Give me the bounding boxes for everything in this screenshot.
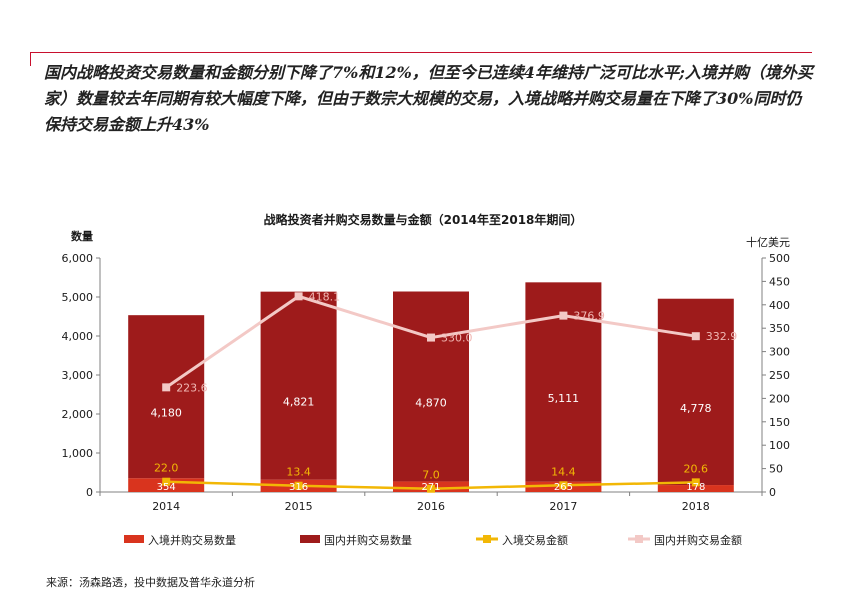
y-axis-right-label: 十亿美元: [746, 235, 790, 249]
legend-swatch: [300, 535, 320, 543]
line-marker: [691, 332, 700, 341]
lines-group: [162, 292, 700, 493]
data-label-inbound-value: 14.4: [551, 465, 576, 478]
line-marker: [559, 311, 568, 320]
data-label-inbound-value: 20.6: [684, 462, 709, 475]
x-tick-label: 2015: [285, 500, 313, 513]
legend-marker: [635, 535, 643, 543]
bar-domestic-count: [393, 291, 469, 482]
y-right-tick-label: 200: [769, 392, 790, 405]
line-marker: [691, 478, 700, 487]
data-label-inbound-value: 7.0: [422, 469, 440, 482]
y-left-tick-label: 3,000: [62, 369, 94, 382]
source-note: 来源：汤森路透，投中数据及普华永道分析: [46, 576, 255, 589]
y-right-tick-label: 0: [769, 486, 776, 499]
x-tick-label: 2016: [417, 500, 445, 513]
bar-domestic-count: [260, 291, 337, 480]
data-labels-group: 4,180 354 4,821 316 4,870 271 5,111 265 4,778 178…: [150, 290, 737, 493]
data-label-domestic-value: 223.6: [176, 381, 208, 394]
axes-group: 0 1,000 2,000 3,000 4,000 5,000 6,000 0 50 100 150…: [62, 252, 791, 513]
data-label-domestic-count: 4,778: [680, 402, 712, 415]
data-label-inbound-value: 13.4: [286, 466, 311, 479]
legend: 入境并购交易数量 国内并购交易数量 入境交易金额 国内并购交易金额: [124, 533, 742, 547]
y-right-tick-label: 300: [769, 346, 790, 359]
legend-label: 入境交易金额: [502, 533, 568, 547]
data-label-domestic-count: 4,821: [283, 396, 315, 409]
y-left-tick-label: 2,000: [62, 408, 94, 421]
line-marker: [162, 477, 171, 486]
y-right-tick-label: 50: [769, 463, 783, 476]
legend-label: 国内并购交易金额: [654, 533, 742, 547]
x-tick-label: 2018: [682, 500, 710, 513]
y-right-tick-label: 100: [769, 439, 790, 452]
line-marker: [294, 481, 303, 490]
y-left-tick-label: 4,000: [62, 330, 94, 343]
y-left-tick-label: 5,000: [62, 291, 94, 304]
headline: 国内战略投资交易数量和金额分别下降了7%和12%，但至今已连续4年维持广泛可比水…: [44, 63, 813, 134]
chart-title: 战略投资者并购交易数量与金额（2014年至2018年期间）: [264, 212, 583, 227]
x-tick-label: 2014: [152, 500, 180, 513]
bars-group: [128, 282, 734, 492]
data-label-domestic-value: 330.0: [441, 332, 473, 345]
bar-domestic-count: [657, 298, 734, 486]
y-left-tick-label: 1,000: [62, 447, 94, 460]
y-right-tick-label: 350: [769, 322, 790, 335]
line-marker: [162, 383, 171, 392]
legend-label: 国内并购交易数量: [324, 533, 412, 547]
data-label-domestic-value: 332.9: [706, 330, 738, 343]
legend-label: 入境并购交易数量: [148, 533, 236, 547]
y-left-tick-label: 0: [86, 486, 93, 499]
bar-domestic-count: [128, 315, 205, 479]
legend-marker: [483, 535, 491, 543]
y-right-tick-label: 500: [769, 252, 790, 265]
line-marker: [427, 484, 435, 493]
y-right-tick-label: 150: [769, 416, 790, 429]
line-marker: [427, 333, 435, 342]
bar-inbound-count: [657, 485, 734, 492]
y-right-tick-label: 250: [769, 369, 790, 382]
data-label-domestic-count: 5,111: [548, 392, 580, 405]
header-rule-tick: [30, 52, 31, 66]
header-rule: [30, 52, 812, 53]
line-marker: [294, 292, 303, 301]
data-label-domestic-count: 4,180: [150, 407, 182, 420]
legend-swatch: [124, 535, 144, 543]
data-label-inbound-count: 316: [289, 482, 308, 493]
data-label-domestic-value: 376.9: [573, 310, 605, 323]
x-tick-label: 2017: [549, 500, 577, 513]
data-label-domestic-value: 418.1: [309, 290, 341, 303]
data-label-inbound-count: 271: [421, 482, 440, 493]
y-right-tick-label: 450: [769, 275, 790, 288]
line-marker: [559, 481, 568, 490]
data-label-inbound-value: 22.0: [154, 462, 179, 475]
data-label-inbound-count: 265: [554, 482, 573, 493]
y-left-tick-label: 6,000: [62, 252, 94, 265]
y-axis-left-label: 数量: [71, 229, 93, 243]
data-label-domestic-count: 4,870: [415, 396, 447, 409]
data-label-inbound-count: 178: [686, 482, 705, 493]
data-label-inbound-count: 354: [157, 482, 176, 493]
y-right-tick-label: 400: [769, 299, 790, 312]
